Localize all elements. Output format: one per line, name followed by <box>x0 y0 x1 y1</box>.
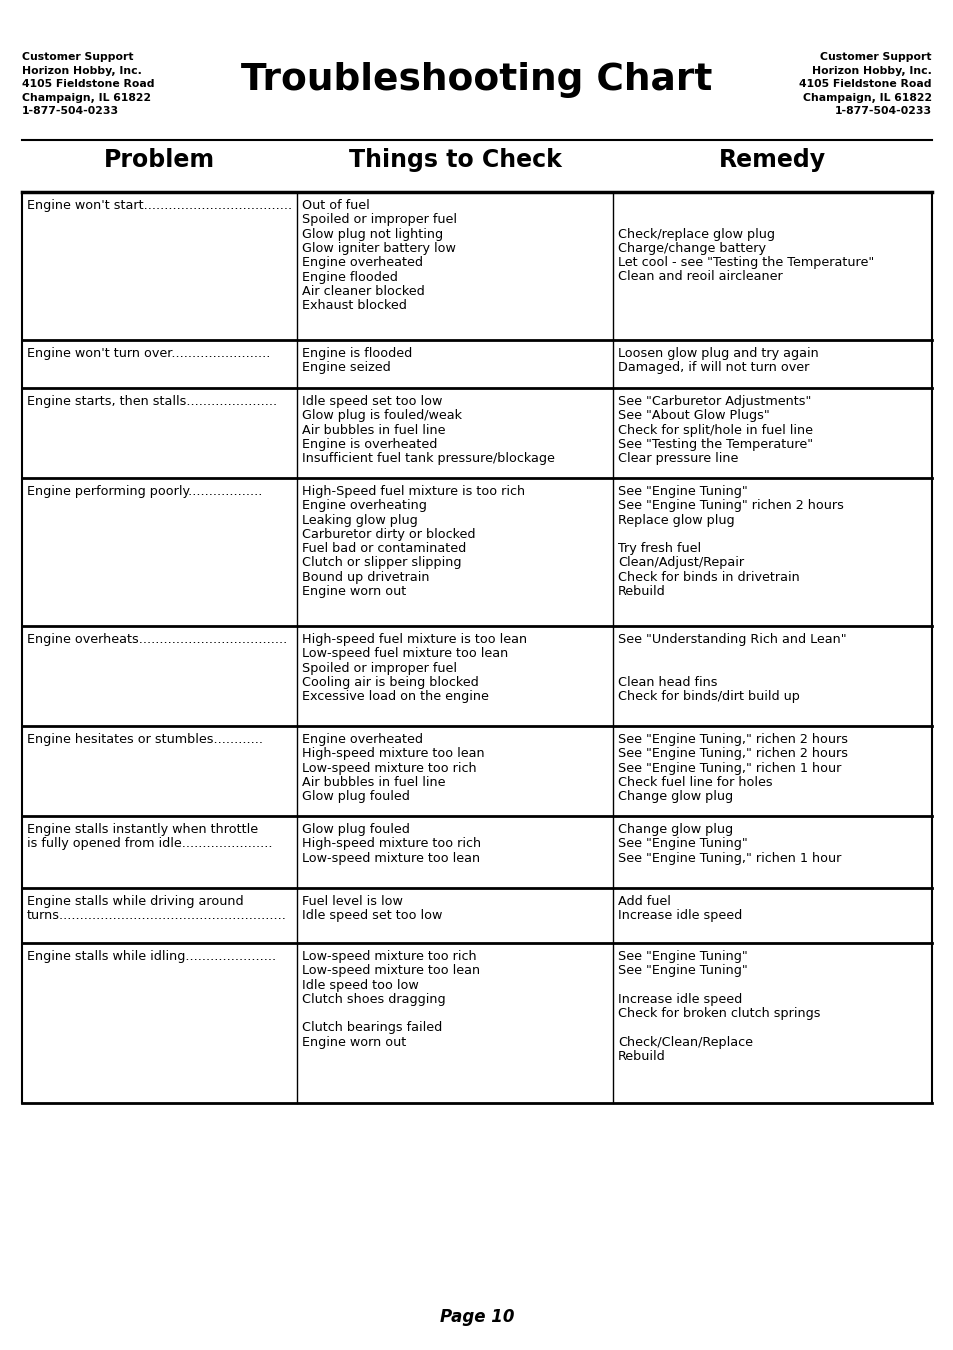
Text: Replace glow plug: Replace glow plug <box>618 513 734 526</box>
Text: Engine is flooded: Engine is flooded <box>302 347 412 360</box>
Text: Damaged, if will not turn over: Damaged, if will not turn over <box>618 362 808 374</box>
Text: Things to Check: Things to Check <box>348 148 561 171</box>
Text: Try fresh fuel: Try fresh fuel <box>618 543 700 555</box>
Text: Low-speed mixture too rich: Low-speed mixture too rich <box>302 950 476 963</box>
Text: Bound up drivetrain: Bound up drivetrain <box>302 571 429 583</box>
Text: Engine won't start....................................: Engine won't start......................… <box>27 198 292 212</box>
Text: Low-speed mixture too lean: Low-speed mixture too lean <box>302 852 479 864</box>
Text: High-speed mixture too rich: High-speed mixture too rich <box>302 837 480 850</box>
Text: Remedy: Remedy <box>719 148 825 171</box>
Text: Spoiled or improper fuel: Spoiled or improper fuel <box>302 213 456 227</box>
Text: Increase idle speed: Increase idle speed <box>618 910 741 922</box>
Text: Air bubbles in fuel line: Air bubbles in fuel line <box>302 424 445 436</box>
Text: Engine won't turn over........................: Engine won't turn over..................… <box>27 347 270 360</box>
Text: High-speed fuel mixture is too lean: High-speed fuel mixture is too lean <box>302 633 527 647</box>
Text: See "Engine Tuning": See "Engine Tuning" <box>618 485 747 498</box>
Text: Clean and reoil aircleaner: Clean and reoil aircleaner <box>618 270 781 284</box>
Text: Low-speed fuel mixture too lean: Low-speed fuel mixture too lean <box>302 647 508 660</box>
Text: Glow plug is fouled/weak: Glow plug is fouled/weak <box>302 409 461 423</box>
Text: Insufficient fuel tank pressure/blockage: Insufficient fuel tank pressure/blockage <box>302 452 555 466</box>
Text: Engine flooded: Engine flooded <box>302 270 397 284</box>
Text: Exhaust blocked: Exhaust blocked <box>302 300 406 312</box>
Text: See "Carburetor Adjustments": See "Carburetor Adjustments" <box>618 396 810 408</box>
Text: See "Engine Tuning," richen 2 hours: See "Engine Tuning," richen 2 hours <box>618 733 847 747</box>
Text: High-speed mixture too lean: High-speed mixture too lean <box>302 748 484 760</box>
Text: Engine stalls while idling......................: Engine stalls while idling..............… <box>27 950 275 963</box>
Text: Customer Support
Horizon Hobby, Inc.
4105 Fieldstone Road
Champaign, IL 61822
1-: Customer Support Horizon Hobby, Inc. 410… <box>22 53 154 116</box>
Text: turns.......................................................: turns...................................… <box>27 910 287 922</box>
Text: See "Testing the Temperature": See "Testing the Temperature" <box>618 437 812 451</box>
Text: Fuel bad or contaminated: Fuel bad or contaminated <box>302 543 466 555</box>
Text: Glow plug fouled: Glow plug fouled <box>302 790 410 803</box>
Text: See "Engine Tuning": See "Engine Tuning" <box>618 950 747 963</box>
Text: Glow plug not lighting: Glow plug not lighting <box>302 228 442 240</box>
Text: See "Engine Tuning": See "Engine Tuning" <box>618 837 747 850</box>
Text: Engine stalls instantly when throttle: Engine stalls instantly when throttle <box>27 824 258 836</box>
Text: Engine overheating: Engine overheating <box>302 500 426 512</box>
Text: Engine hesitates or stumbles............: Engine hesitates or stumbles............ <box>27 733 263 747</box>
Text: Engine overheated: Engine overheated <box>302 256 422 269</box>
Text: Out of fuel: Out of fuel <box>302 198 370 212</box>
Text: Clear pressure line: Clear pressure line <box>618 452 738 466</box>
Text: Engine worn out: Engine worn out <box>302 585 406 598</box>
Text: Idle speed too low: Idle speed too low <box>302 979 418 992</box>
Text: See "Engine Tuning," richen 1 hour: See "Engine Tuning," richen 1 hour <box>618 852 841 864</box>
Text: Idle speed set too low: Idle speed set too low <box>302 396 442 408</box>
Text: Clutch or slipper slipping: Clutch or slipper slipping <box>302 556 461 570</box>
Text: Increase idle speed: Increase idle speed <box>618 992 741 1006</box>
Text: Page 10: Page 10 <box>439 1308 514 1326</box>
Text: Glow plug fouled: Glow plug fouled <box>302 824 410 836</box>
Text: Fuel level is low: Fuel level is low <box>302 895 402 909</box>
Text: Customer Support
Horizon Hobby, Inc.
4105 Fieldstone Road
Champaign, IL 61822
1-: Customer Support Horizon Hobby, Inc. 410… <box>799 53 931 116</box>
Text: Clean/Adjust/Repair: Clean/Adjust/Repair <box>618 556 743 570</box>
Text: Loosen glow plug and try again: Loosen glow plug and try again <box>618 347 818 360</box>
Text: Clean head fins: Clean head fins <box>618 676 717 688</box>
Text: Engine overheated: Engine overheated <box>302 733 422 747</box>
Text: See "Understanding Rich and Lean": See "Understanding Rich and Lean" <box>618 633 845 647</box>
Text: Air cleaner blocked: Air cleaner blocked <box>302 285 424 298</box>
Text: Problem: Problem <box>104 148 214 171</box>
Text: Idle speed set too low: Idle speed set too low <box>302 910 442 922</box>
Text: Air bubbles in fuel line: Air bubbles in fuel line <box>302 776 445 788</box>
Text: Check for broken clutch springs: Check for broken clutch springs <box>618 1007 820 1021</box>
Text: Engine stalls while driving around: Engine stalls while driving around <box>27 895 243 909</box>
Text: Engine performing poorly..................: Engine performing poorly................… <box>27 485 262 498</box>
Text: Cooling air is being blocked: Cooling air is being blocked <box>302 676 478 688</box>
Text: High-Speed fuel mixture is too rich: High-Speed fuel mixture is too rich <box>302 485 524 498</box>
Text: Let cool - see "Testing the Temperature": Let cool - see "Testing the Temperature" <box>618 256 873 269</box>
Text: Glow igniter battery low: Glow igniter battery low <box>302 242 456 255</box>
Text: Spoiled or improper fuel: Spoiled or improper fuel <box>302 662 456 675</box>
Text: Rebuild: Rebuild <box>618 1050 665 1062</box>
Text: Rebuild: Rebuild <box>618 585 665 598</box>
Text: Excessive load on the engine: Excessive load on the engine <box>302 690 488 703</box>
Text: Engine worn out: Engine worn out <box>302 1035 406 1049</box>
Text: Engine overheats....................................: Engine overheats........................… <box>27 633 287 647</box>
Text: Check for binds/dirt build up: Check for binds/dirt build up <box>618 690 799 703</box>
Text: Check fuel line for holes: Check fuel line for holes <box>618 776 772 788</box>
Text: Check/Clean/Replace: Check/Clean/Replace <box>618 1035 752 1049</box>
Text: Charge/change battery: Charge/change battery <box>618 242 765 255</box>
Text: Change glow plug: Change glow plug <box>618 790 732 803</box>
Text: Engine is overheated: Engine is overheated <box>302 437 436 451</box>
Text: See "Engine Tuning," richen 1 hour: See "Engine Tuning," richen 1 hour <box>618 761 841 775</box>
Text: Check for split/hole in fuel line: Check for split/hole in fuel line <box>618 424 812 436</box>
Text: See "Engine Tuning," richen 2 hours: See "Engine Tuning," richen 2 hours <box>618 748 847 760</box>
Text: See "About Glow Plugs": See "About Glow Plugs" <box>618 409 769 423</box>
Text: Low-speed mixture too lean: Low-speed mixture too lean <box>302 964 479 977</box>
Text: Engine starts, then stalls......................: Engine starts, then stalls..............… <box>27 396 276 408</box>
Text: Leaking glow plug: Leaking glow plug <box>302 513 417 526</box>
Text: Carburetor dirty or blocked: Carburetor dirty or blocked <box>302 528 475 541</box>
Text: Check/replace glow plug: Check/replace glow plug <box>618 228 774 240</box>
Text: Troubleshooting Chart: Troubleshooting Chart <box>241 62 712 99</box>
Text: See "Engine Tuning": See "Engine Tuning" <box>618 964 747 977</box>
Text: Change glow plug: Change glow plug <box>618 824 732 836</box>
Text: Clutch bearings failed: Clutch bearings failed <box>302 1022 442 1034</box>
Text: Add fuel: Add fuel <box>618 895 670 909</box>
Text: See "Engine Tuning" richen 2 hours: See "Engine Tuning" richen 2 hours <box>618 500 843 512</box>
Text: Check for binds in drivetrain: Check for binds in drivetrain <box>618 571 799 583</box>
Text: Clutch shoes dragging: Clutch shoes dragging <box>302 992 445 1006</box>
Text: Low-speed mixture too rich: Low-speed mixture too rich <box>302 761 476 775</box>
Text: Engine seized: Engine seized <box>302 362 391 374</box>
Text: is fully opened from idle......................: is fully opened from idle...............… <box>27 837 273 850</box>
